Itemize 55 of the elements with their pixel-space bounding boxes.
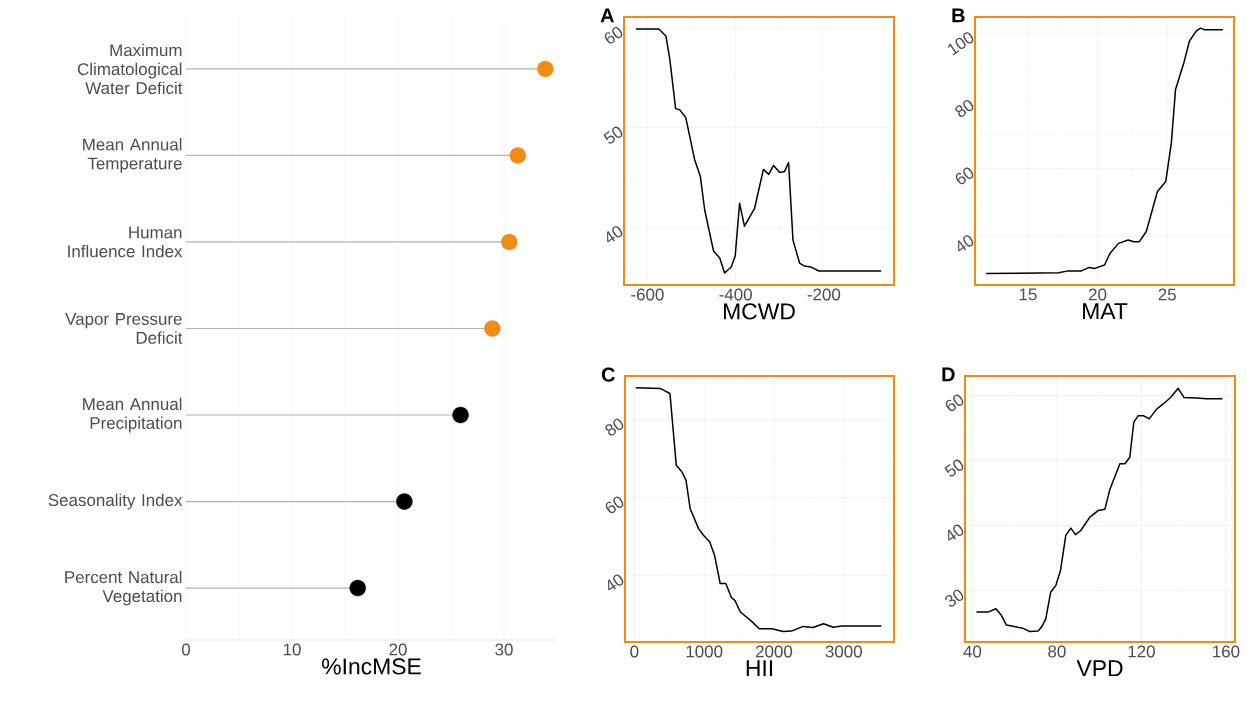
y-tick-label: 60	[955, 167, 974, 185]
point	[452, 406, 469, 424]
x-tick-label: 1000	[686, 645, 723, 658]
chart-title: D	[942, 367, 955, 382]
chart-title: B	[952, 8, 965, 23]
x-tick-label: -200	[807, 288, 841, 301]
x-axis-title: HII	[746, 660, 773, 677]
x-tick-label: 20	[389, 643, 407, 656]
point	[396, 493, 413, 510]
y-tick-label: 50	[944, 459, 964, 477]
y-tick-label: 30	[945, 589, 964, 607]
y-tick-label: Human Influence Index	[68, 226, 183, 258]
y-tick-label: 50	[603, 126, 623, 144]
chart-title: A	[600, 8, 614, 23]
y-tick-label: Mean Annual Temperature	[83, 138, 182, 173]
x-tick-label: -600	[631, 288, 664, 301]
x-tick-label: 0	[181, 643, 191, 656]
y-tick-label: Percent Natural Vegetation	[65, 570, 182, 606]
x-tick-label: 40	[963, 645, 982, 658]
y-tick-label: Seasonality Index	[48, 493, 183, 510]
y-tick-label: 100	[948, 32, 974, 56]
x-tick-label: 0	[630, 645, 639, 658]
point	[537, 60, 554, 78]
point	[484, 320, 501, 337]
x-axis-title: VPD	[1076, 660, 1123, 677]
x-tick-label: 2000	[755, 645, 793, 658]
x-tick-label: 10	[283, 643, 301, 656]
y-tick-label: 40	[948, 524, 964, 541]
x-tick-label: 3000	[825, 645, 862, 658]
x-axis-title: MCWD	[723, 303, 795, 320]
y-tick-label: 40	[958, 235, 974, 252]
x-tick-label: 120	[1128, 645, 1155, 658]
y-tick-label: Mean Annual Precipitation	[83, 397, 182, 433]
y-tick-label: Maximum Climatological Water Deficit	[77, 43, 183, 95]
y-tick-label: 60	[945, 394, 964, 412]
x-tick-label: 20	[1088, 288, 1107, 301]
point	[349, 579, 366, 597]
x-tick-label: 160	[1213, 645, 1240, 658]
x-tick-label: 25	[1158, 288, 1176, 301]
x-tick-label: 80	[1048, 645, 1066, 658]
x-tick-label: 30	[495, 643, 513, 656]
point	[509, 147, 526, 164]
x-tick-label: -400	[719, 288, 752, 301]
x-tick-label: 15	[1019, 288, 1037, 301]
y-tick-label: 80	[605, 418, 624, 436]
y-tick-label: 60	[605, 496, 624, 514]
chart-title: C	[601, 367, 615, 382]
y-tick-label: 40	[607, 226, 623, 243]
y-tick-label: 60	[604, 26, 623, 44]
x-axis-title: MAT	[1083, 303, 1128, 320]
x-axis-title: %IncMSE	[322, 658, 421, 675]
y-tick-label: 80	[955, 99, 974, 117]
y-tick-label: Vapor Pressure Deficit	[65, 313, 183, 344]
point	[501, 233, 518, 251]
y-tick-label: 40	[608, 574, 624, 591]
